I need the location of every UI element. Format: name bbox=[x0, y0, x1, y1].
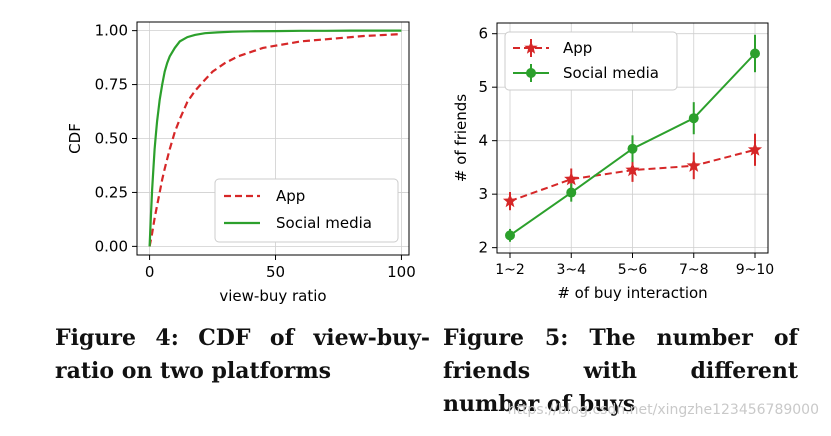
data-point-app bbox=[502, 193, 518, 208]
data-point-social-media bbox=[750, 48, 760, 59]
legend: App Social media bbox=[214, 178, 399, 243]
figure-5-friends-chart: 1~2 3~4 5~6 7~8 9~10 2 3 4 5 6 # of buy interactio… bbox=[452, 22, 774, 302]
plot-frame bbox=[496, 22, 769, 254]
plot-frame bbox=[136, 21, 410, 256]
y-tick-label: 0.00 bbox=[95, 237, 128, 255]
x-tick-label: 5~6 bbox=[618, 262, 648, 278]
legend: App Social media bbox=[504, 31, 678, 91]
data-point-app bbox=[625, 162, 640, 177]
data-point-social-media bbox=[688, 113, 699, 124]
data-point-app bbox=[564, 171, 579, 186]
legend-marker-app bbox=[524, 41, 538, 54]
y-tick-label: 2 bbox=[478, 239, 488, 257]
series-line-app bbox=[148, 33, 402, 247]
data-point-app bbox=[747, 142, 763, 156]
y-tick-label: 3 bbox=[478, 185, 488, 203]
x-tick-label: 50 bbox=[266, 263, 285, 281]
legend-label: App bbox=[276, 187, 305, 205]
y-tick-label: 1.00 bbox=[95, 22, 128, 40]
data-point-social-media bbox=[505, 230, 515, 241]
data-point-app bbox=[686, 158, 701, 172]
figure-4-caption: Figure 4: CDF of view-buy-ratio on two p… bbox=[55, 325, 430, 384]
x-axis-label: # of buy interaction bbox=[557, 284, 707, 302]
x-tick-label: 1~2 bbox=[495, 262, 525, 278]
x-axis-label: view-buy ratio bbox=[219, 287, 326, 305]
x-tick-label: 100 bbox=[387, 263, 416, 281]
y-axis-label: CDF bbox=[66, 123, 84, 154]
legend-label: Social media bbox=[563, 64, 659, 82]
y-tick-label: 6 bbox=[478, 25, 488, 43]
y-tick-label: 5 bbox=[478, 78, 488, 96]
legend-marker-social-media bbox=[526, 68, 536, 78]
legend-label: App bbox=[563, 39, 592, 57]
y-tick-label: 4 bbox=[478, 132, 488, 150]
x-tick-label: 7~8 bbox=[679, 262, 709, 278]
x-tick-label: 9~10 bbox=[736, 262, 774, 278]
x-tick-label: 0 bbox=[145, 263, 155, 281]
figure-5-caption: Figure 5: The number of friends with dif… bbox=[443, 325, 798, 417]
y-tick-label: 0.25 bbox=[95, 183, 128, 201]
watermark: https://blog.csdn.net/xingzhe12345678900… bbox=[507, 402, 819, 418]
legend-label: Social media bbox=[276, 214, 372, 232]
data-point-social-media bbox=[627, 143, 638, 154]
data-point-social-media bbox=[566, 187, 577, 198]
y-tick-label: 0.75 bbox=[95, 76, 128, 94]
legend-box bbox=[504, 31, 678, 91]
series-line-social-media bbox=[148, 29, 402, 247]
y-axis-label: # of friends bbox=[452, 94, 470, 182]
x-tick-label: 3~4 bbox=[556, 262, 586, 278]
legend-box bbox=[214, 178, 399, 243]
figure-4-cdf-chart: 0 50 100 0.00 0.25 0.50 0.75 1.00 view-buy ratio… bbox=[66, 21, 416, 305]
y-tick-label: 0.50 bbox=[95, 130, 128, 148]
